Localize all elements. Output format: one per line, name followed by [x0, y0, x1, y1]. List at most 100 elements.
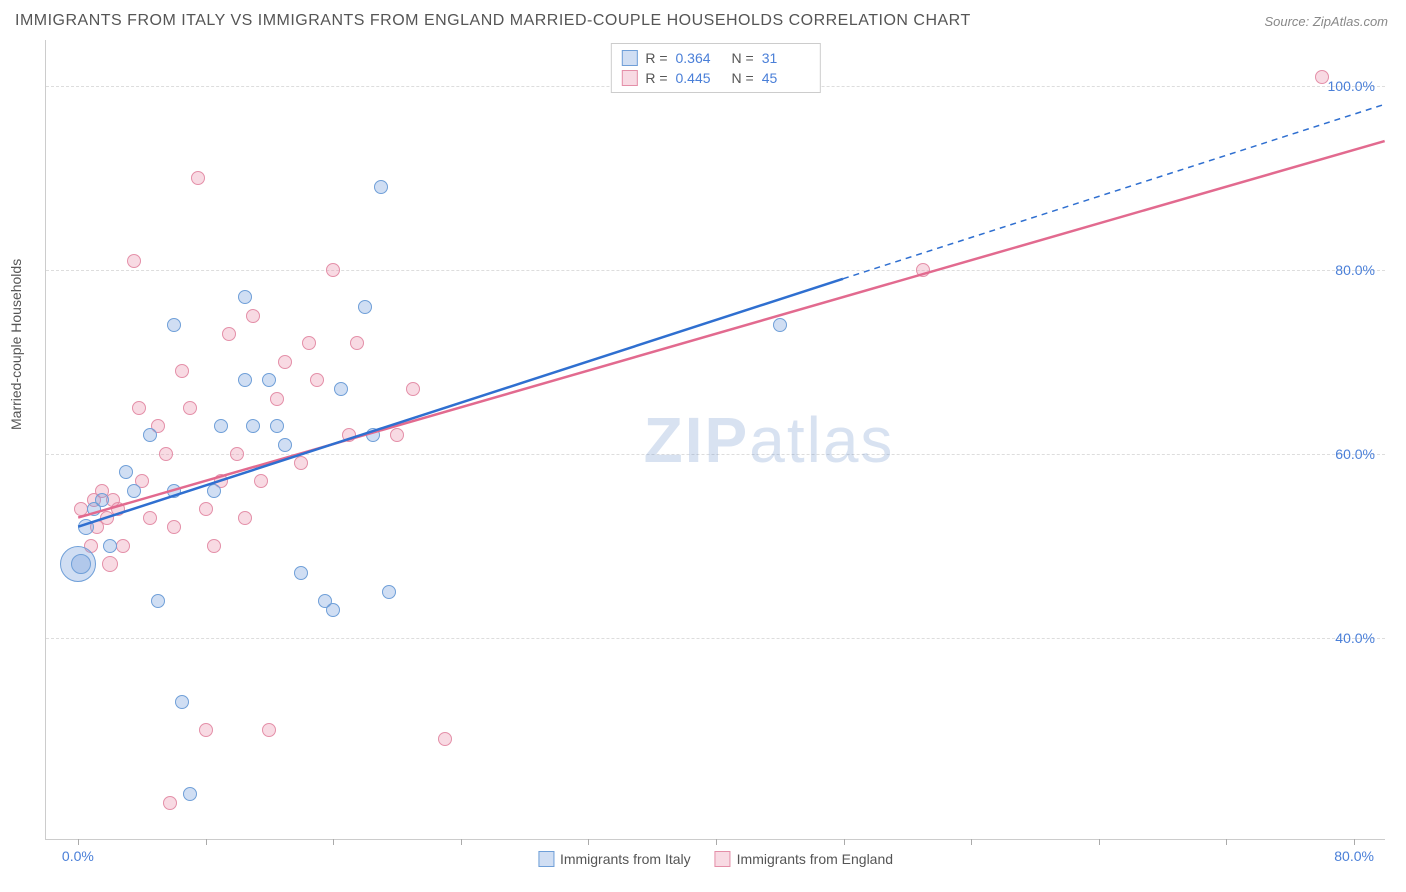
england-point — [230, 447, 244, 461]
xtick — [206, 839, 207, 845]
legend-swatch-england-icon — [715, 851, 731, 867]
legend-swatch-england — [621, 70, 637, 86]
r-prefix: R = — [645, 70, 667, 86]
r-value-italy: 0.364 — [676, 50, 724, 66]
england-point — [191, 171, 205, 185]
n-value-england: 45 — [762, 70, 810, 86]
italy-point — [246, 419, 260, 433]
england-point — [111, 502, 125, 516]
legend-label-england: Immigrants from England — [737, 851, 893, 867]
england-point — [438, 732, 452, 746]
england-point — [116, 539, 130, 553]
xtick-label: 80.0% — [1334, 848, 1374, 864]
source-label: Source: ZipAtlas.com — [1264, 14, 1388, 29]
italy-point — [151, 594, 165, 608]
england-point — [254, 474, 268, 488]
ytick-label: 80.0% — [1335, 262, 1375, 278]
england-point — [207, 539, 221, 553]
england-point — [246, 309, 260, 323]
england-point — [199, 502, 213, 516]
italy-point — [374, 180, 388, 194]
italy-point — [773, 318, 787, 332]
england-point — [143, 511, 157, 525]
italy-point — [270, 419, 284, 433]
italy-point — [78, 519, 94, 535]
england-point — [350, 336, 364, 350]
xtick — [1099, 839, 1100, 845]
italy-point — [238, 373, 252, 387]
gridline — [46, 638, 1385, 639]
england-point — [270, 392, 284, 406]
england-point — [163, 796, 177, 810]
gridline — [46, 270, 1385, 271]
xtick — [1354, 839, 1355, 845]
legend-stats-box: R = 0.364 N = 31 R = 0.445 N = 45 — [610, 43, 820, 93]
italy-point — [143, 428, 157, 442]
legend-series: Immigrants from Italy Immigrants from En… — [538, 851, 893, 867]
italy-point — [358, 300, 372, 314]
england-point — [278, 355, 292, 369]
watermark: ZIPatlas — [644, 403, 895, 477]
england-point — [406, 382, 420, 396]
italy-point — [278, 438, 292, 452]
italy-point — [262, 373, 276, 387]
italy-point — [207, 484, 221, 498]
italy-point — [334, 382, 348, 396]
italy-point — [214, 419, 228, 433]
england-point — [127, 254, 141, 268]
legend-row-england: R = 0.445 N = 45 — [621, 68, 809, 88]
england-point — [916, 263, 930, 277]
xtick — [588, 839, 589, 845]
italy-point — [103, 539, 117, 553]
england-point — [159, 447, 173, 461]
england-point — [302, 336, 316, 350]
ytick-label: 60.0% — [1335, 446, 1375, 462]
england-point — [132, 401, 146, 415]
legend-swatch-italy-icon — [538, 851, 554, 867]
legend-label-italy: Immigrants from Italy — [560, 851, 691, 867]
italy-point — [366, 428, 380, 442]
legend-item-england: Immigrants from England — [715, 851, 893, 867]
italy-point — [167, 484, 181, 498]
xtick — [844, 839, 845, 845]
england-point — [183, 401, 197, 415]
england-point — [222, 327, 236, 341]
regression-lines — [46, 40, 1385, 839]
england-point — [294, 456, 308, 470]
italy-point — [294, 566, 308, 580]
italy-point — [127, 484, 141, 498]
chart-title: IMMIGRANTS FROM ITALY VS IMMIGRANTS FROM… — [15, 12, 971, 30]
italy-point — [95, 493, 109, 507]
xtick — [1226, 839, 1227, 845]
r-prefix: R = — [645, 50, 667, 66]
england-point — [1315, 70, 1329, 84]
italy-point — [119, 465, 133, 479]
y-axis-label: Married-couple Households — [8, 259, 24, 430]
n-prefix: N = — [732, 50, 754, 66]
legend-row-italy: R = 0.364 N = 31 — [621, 48, 809, 68]
xtick-label: 0.0% — [62, 848, 94, 864]
xtick — [716, 839, 717, 845]
n-prefix: N = — [732, 70, 754, 86]
xtick — [78, 839, 79, 845]
gridline — [46, 454, 1385, 455]
england-point — [310, 373, 324, 387]
n-value-italy: 31 — [762, 50, 810, 66]
italy-point — [183, 787, 197, 801]
legend-item-italy: Immigrants from Italy — [538, 851, 691, 867]
italy-point — [167, 318, 181, 332]
england-point — [390, 428, 404, 442]
england-point — [326, 263, 340, 277]
ytick-label: 100.0% — [1328, 78, 1375, 94]
england-point — [199, 723, 213, 737]
england-point — [175, 364, 189, 378]
england-point — [238, 511, 252, 525]
plot-area: R = 0.364 N = 31 R = 0.445 N = 45 ZIPatl… — [45, 40, 1385, 840]
italy-point — [326, 603, 340, 617]
italy-point — [71, 554, 91, 574]
legend-swatch-italy — [621, 50, 637, 66]
italy-point — [382, 585, 396, 599]
england-point — [167, 520, 181, 534]
italy-point — [175, 695, 189, 709]
italy-point — [238, 290, 252, 304]
